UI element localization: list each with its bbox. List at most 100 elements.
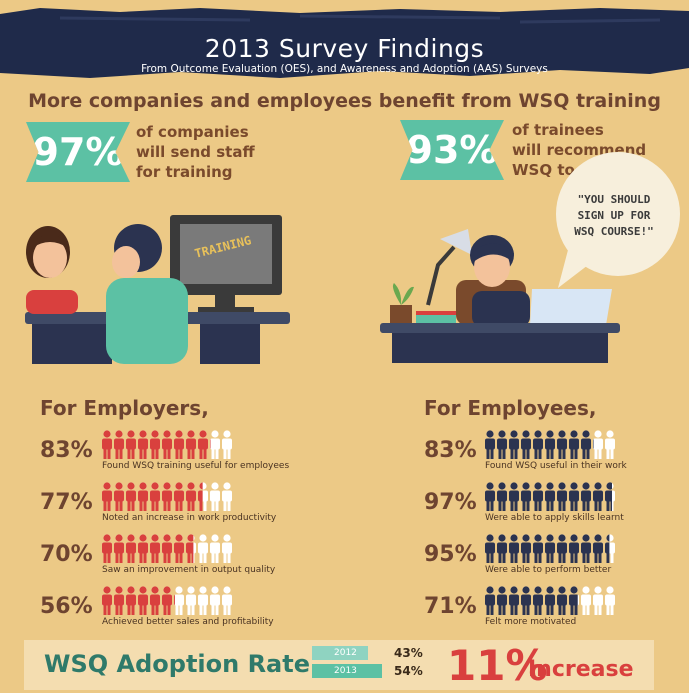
person-icon — [186, 534, 196, 563]
employers-people-row — [101, 482, 233, 512]
person-icon — [581, 586, 591, 615]
person-icon — [485, 430, 495, 459]
person-icon — [581, 534, 591, 563]
person-icon — [605, 586, 615, 615]
person-icon — [102, 482, 112, 511]
person-icon — [174, 482, 184, 511]
person-icon — [557, 586, 567, 615]
person-icon — [509, 586, 519, 615]
person-icon — [545, 534, 555, 563]
companies-stat-line: for training — [136, 163, 233, 181]
person-icon — [521, 534, 531, 563]
employers-caption: Saw an improvement in output quality — [102, 565, 276, 575]
person-icon — [126, 430, 136, 459]
employees-caption: Were able to perform better — [485, 565, 612, 575]
person-icon — [198, 586, 208, 615]
employers-percent: 83% — [40, 438, 93, 463]
person-icon — [102, 586, 112, 615]
person-icon — [210, 586, 220, 615]
training-illustration — [25, 215, 290, 364]
person-icon — [138, 586, 148, 615]
person-icon — [485, 534, 495, 563]
employers-heading: For Employers, — [40, 396, 209, 420]
person-icon — [198, 534, 208, 563]
person-icon — [174, 534, 184, 563]
adoption-bar-value: 54% — [394, 664, 423, 678]
employees-people-row — [484, 534, 616, 564]
person-icon — [222, 534, 232, 563]
person-icon — [186, 430, 196, 459]
employees-caption: Felt more motivated — [485, 617, 577, 627]
employees-caption: Found WSQ useful in their work — [485, 461, 627, 471]
person-icon — [497, 430, 507, 459]
person-icon — [605, 430, 615, 459]
person-icon — [569, 482, 579, 511]
employees-percent: 71% — [424, 594, 477, 619]
speech-bubble — [556, 152, 680, 288]
person-icon — [521, 586, 531, 615]
employers-people-row — [101, 534, 233, 564]
person-icon — [581, 430, 591, 459]
person-icon — [174, 586, 184, 615]
person-icon — [162, 534, 172, 563]
companies-stat-text: of companies will send staff for trainin… — [136, 122, 255, 182]
person-icon — [186, 482, 196, 511]
person-icon — [222, 430, 232, 459]
person-icon — [581, 482, 591, 511]
employees-percent: 97% — [424, 490, 477, 515]
person-icon — [174, 430, 184, 459]
adoption-title: WSQ Adoption Rate — [44, 650, 310, 678]
person-icon — [593, 586, 603, 615]
person-icon — [162, 430, 172, 459]
employers-percent: 70% — [40, 542, 93, 567]
title-banner — [0, 8, 689, 78]
person-icon — [114, 586, 124, 615]
person-icon — [114, 482, 124, 511]
person-icon — [210, 534, 220, 563]
person-icon — [210, 482, 220, 511]
person-icon — [533, 534, 543, 563]
person-icon — [533, 430, 543, 459]
person-icon — [509, 430, 519, 459]
person-icon — [114, 430, 124, 459]
employers-people-row — [101, 586, 233, 616]
speech-bubble-text: "YOU SHOULD SIGN UP FOR WSQ COURSE!" — [554, 192, 674, 240]
employers-people-row — [101, 430, 233, 460]
employees-heading: For Employees, — [424, 396, 597, 420]
person-icon — [593, 482, 603, 511]
employees-people-row — [484, 430, 616, 460]
employees-percent: 83% — [424, 438, 477, 463]
adoption-bar-value: 43% — [394, 646, 423, 660]
page-title: 2013 Survey Findings — [204, 34, 485, 63]
person-icon — [198, 482, 208, 511]
employees-percent: 95% — [424, 542, 477, 567]
person-icon — [557, 482, 567, 511]
person-icon — [138, 430, 148, 459]
employees-people-row — [484, 482, 616, 512]
person-icon — [521, 482, 531, 511]
person-icon — [150, 586, 160, 615]
page-subtitle: From Outcome Evaluation (OES), and Aware… — [141, 63, 548, 75]
person-icon — [150, 482, 160, 511]
increase-label: Increase — [528, 657, 634, 682]
companies-stat-value: 97% — [26, 122, 130, 182]
person-icon — [533, 586, 543, 615]
employers-percent: 77% — [40, 490, 93, 515]
person-icon — [102, 430, 112, 459]
person-icon — [593, 430, 603, 459]
person-icon — [557, 430, 567, 459]
person-icon — [198, 430, 208, 459]
person-icon — [509, 482, 519, 511]
adoption-bar-2013: 2013 — [312, 664, 382, 678]
person-icon — [126, 534, 136, 563]
person-icon — [593, 534, 603, 563]
employees-people-row — [484, 586, 616, 616]
trainee-illustration — [380, 229, 620, 363]
person-icon — [485, 482, 495, 511]
person-icon — [497, 586, 507, 615]
person-icon — [162, 482, 172, 511]
person-icon — [102, 534, 112, 563]
employers-percent: 56% — [40, 594, 93, 619]
employers-caption: Found WSQ training useful for employees — [102, 461, 290, 471]
speech-bubble-line: WSQ COURSE!" — [574, 225, 654, 238]
